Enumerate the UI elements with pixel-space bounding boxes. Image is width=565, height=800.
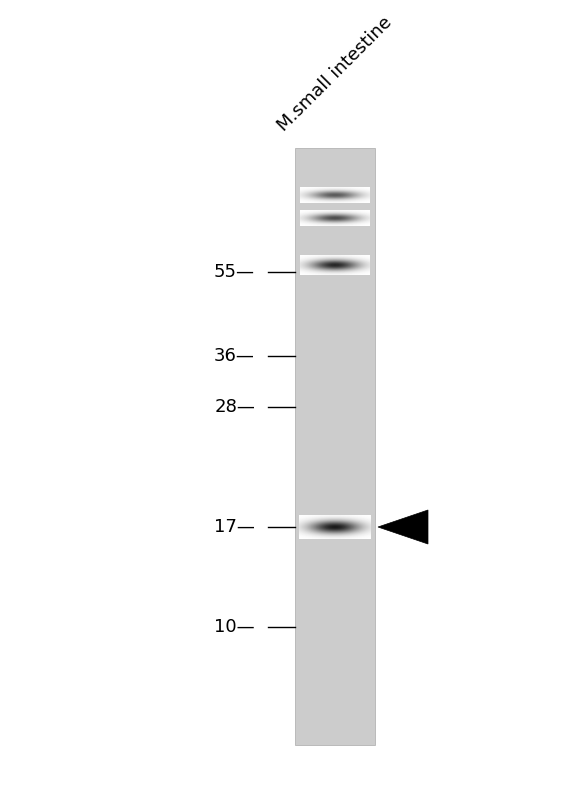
Text: 28—: 28— <box>214 398 255 416</box>
Polygon shape <box>378 510 428 544</box>
Bar <box>295 148 375 745</box>
Text: 55—: 55— <box>214 263 255 281</box>
Text: 17—: 17— <box>214 518 255 536</box>
Text: 10—: 10— <box>214 618 255 636</box>
Text: 36—: 36— <box>214 347 255 365</box>
Text: M.small intestine: M.small intestine <box>274 14 395 135</box>
